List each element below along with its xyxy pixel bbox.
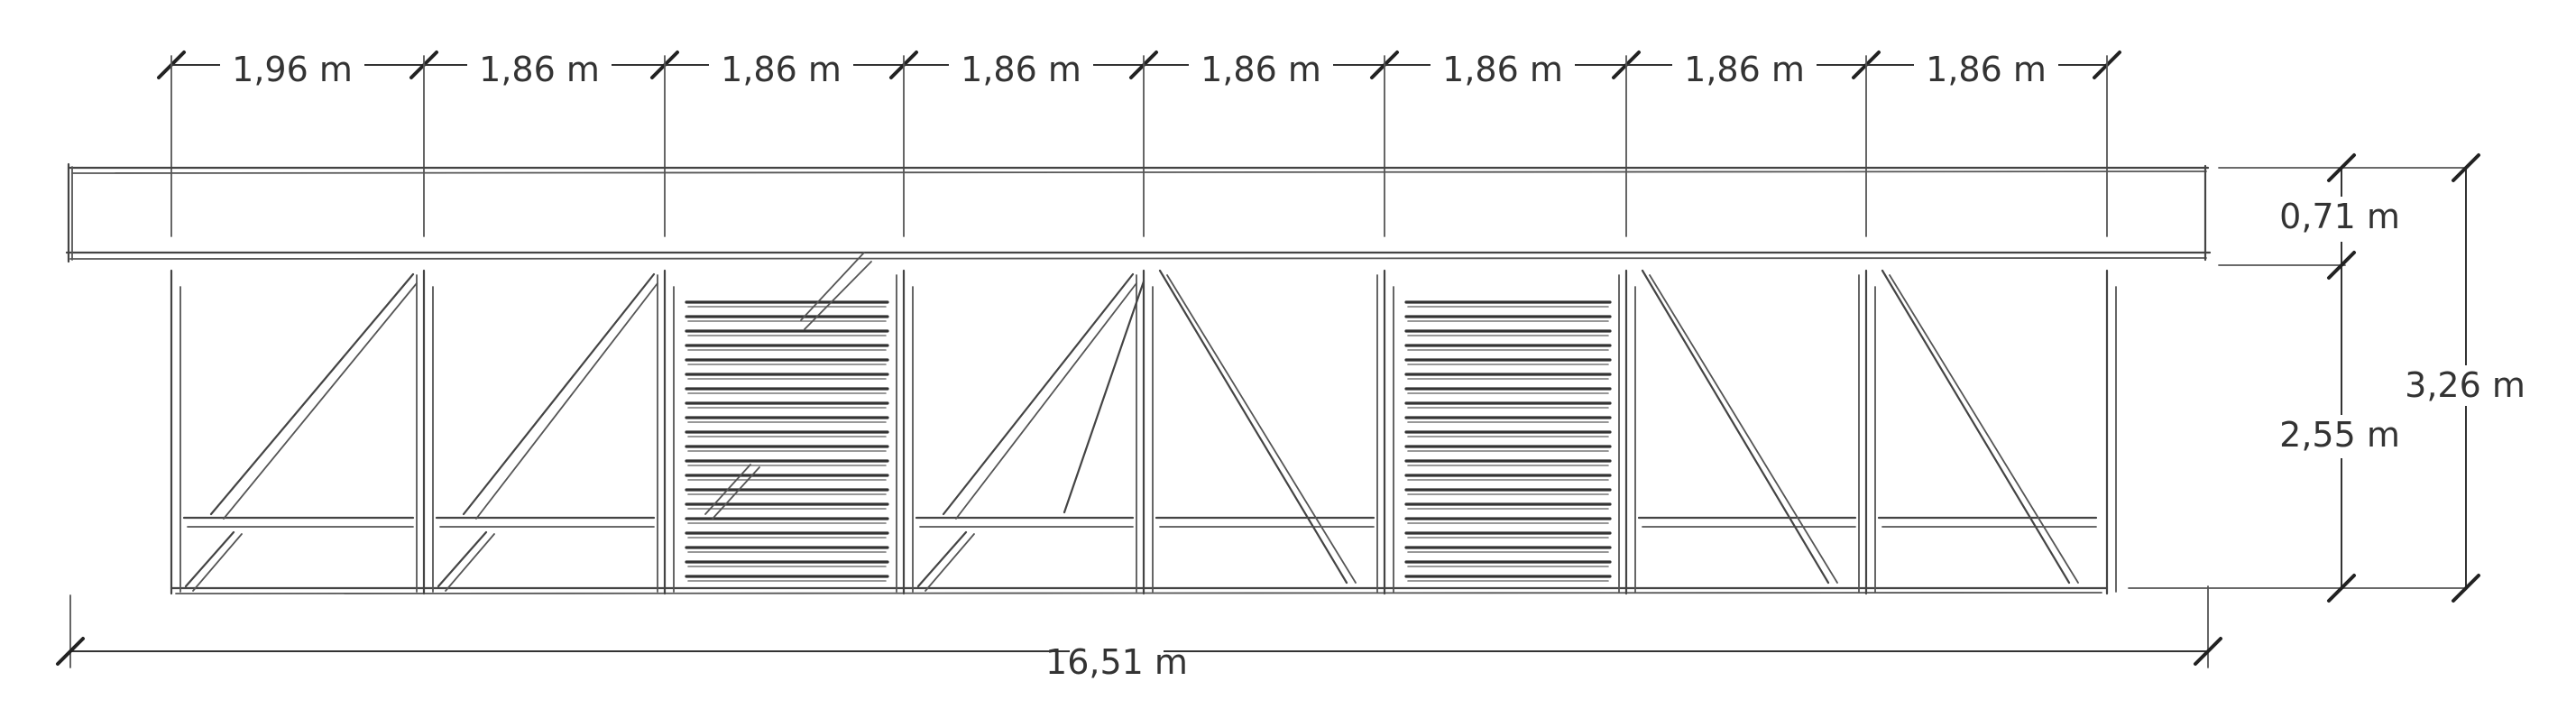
diagonal-brace — [1063, 280, 1145, 514]
wall-base — [175, 592, 2102, 594]
knee-brace — [437, 530, 488, 588]
beam-height-label: 0,71 m — [2279, 197, 2400, 236]
diagonal-brace — [1649, 274, 1838, 584]
diagonal-brace — [1158, 269, 1348, 585]
dim-tick — [2194, 637, 2222, 666]
bay-width-label-2: 1,86 m — [479, 50, 600, 89]
diagonal-brace — [1641, 269, 1830, 585]
brace-stroke — [704, 464, 751, 515]
knee-brace — [184, 530, 235, 588]
knee-brace — [925, 533, 975, 592]
diagonal-brace — [955, 282, 1137, 520]
dim-tick — [2452, 574, 2480, 603]
structure-drawing — [56, 51, 2480, 668]
bay-width-label-5: 1,86 m — [1201, 50, 1321, 89]
bay-width-label-4: 1,86 m — [961, 50, 1081, 89]
diagonal-brace — [209, 272, 415, 516]
dim-tick — [56, 637, 85, 666]
diagonal-brace — [462, 272, 656, 516]
brace-stroke — [804, 261, 872, 330]
total-height-label: 3,26 m — [2405, 365, 2525, 405]
bay-width-label-6: 1,86 m — [1442, 50, 1563, 89]
brace-stroke — [800, 252, 865, 321]
diagonal-brace — [475, 282, 658, 520]
dim-tick — [2327, 251, 2356, 280]
diagonal-brace — [1166, 274, 1357, 584]
bay-width-label-3: 1,86 m — [721, 50, 842, 89]
wall-height-label: 2,55 m — [2279, 415, 2400, 455]
bay-width-label-7: 1,86 m — [1684, 50, 1805, 89]
dim-tick — [2327, 153, 2356, 182]
dim-tick — [2452, 153, 2480, 182]
knee-brace — [916, 530, 968, 588]
brace-stroke — [712, 466, 760, 520]
beam-bottom-edge — [69, 257, 2207, 260]
bay-width-label-8: 1,86 m — [1926, 50, 2047, 89]
beam-top-edge — [71, 170, 2207, 174]
diagonal-brace — [1881, 269, 2071, 585]
diagonal-brace — [223, 282, 418, 520]
diagonal-brace — [942, 272, 1135, 516]
total-length-label: 16,51 m — [1045, 642, 1188, 682]
diagonal-brace — [1889, 274, 2079, 584]
bay-width-label-1: 1,96 m — [232, 50, 353, 89]
dim-tick — [2327, 574, 2356, 603]
knee-brace — [192, 533, 243, 592]
knee-brace — [445, 533, 495, 592]
